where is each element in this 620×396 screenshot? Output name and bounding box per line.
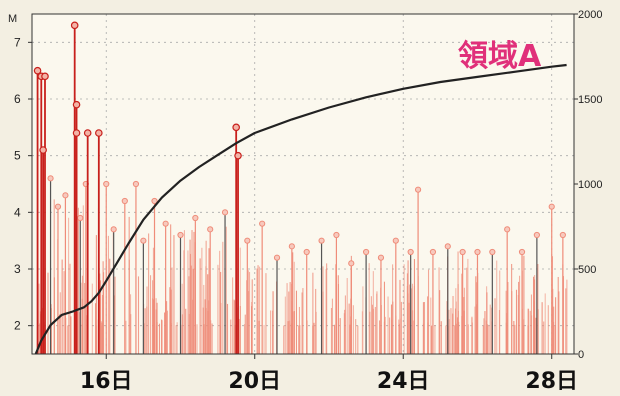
event-marker bbox=[288, 243, 295, 250]
event-marker bbox=[377, 254, 385, 261]
event-marker bbox=[489, 248, 496, 256]
x-tick-label: 16日 bbox=[80, 369, 133, 394]
chart-title: 領域A bbox=[458, 39, 542, 74]
event-marker bbox=[348, 260, 355, 267]
major-event-marker bbox=[232, 123, 240, 132]
event-marker bbox=[548, 203, 555, 210]
major-event-marker bbox=[70, 21, 79, 30]
event-marker bbox=[151, 197, 158, 205]
x-tick-label: 24日 bbox=[377, 369, 430, 394]
event-marker bbox=[244, 237, 251, 244]
event-marker bbox=[54, 203, 62, 210]
event-marker bbox=[414, 186, 422, 193]
event-marker bbox=[303, 248, 310, 256]
left-tick-label: 3 bbox=[14, 262, 21, 276]
right-tick-label: 500 bbox=[578, 264, 596, 276]
event-marker bbox=[429, 248, 437, 256]
event-marker bbox=[192, 214, 199, 222]
event-marker bbox=[504, 226, 511, 233]
event-marker bbox=[103, 180, 110, 188]
event-marker bbox=[407, 248, 414, 256]
left-tick-label: 4 bbox=[14, 205, 21, 219]
major-event-marker bbox=[33, 66, 42, 75]
event-marker bbox=[259, 220, 266, 227]
grid bbox=[32, 14, 574, 354]
event-marker bbox=[110, 226, 117, 233]
left-tick-label: 2 bbox=[14, 319, 21, 333]
event-marker bbox=[459, 248, 466, 256]
left-tick-label: 7 bbox=[14, 35, 21, 49]
left-tick-label: 5 bbox=[14, 149, 21, 163]
event-marker bbox=[392, 237, 399, 244]
x-axis: 16日 20日 24日 28日 bbox=[80, 354, 578, 394]
x-tick-label: 28日 bbox=[525, 369, 578, 394]
event-marker bbox=[177, 231, 184, 239]
event-marker bbox=[121, 197, 128, 205]
x-tick-label: 20日 bbox=[228, 369, 281, 394]
event-marker bbox=[62, 192, 69, 199]
right-axis: 0 500 1000 1500 2000 bbox=[574, 9, 602, 361]
major-event-marker bbox=[72, 129, 81, 137]
event-marker bbox=[77, 214, 84, 222]
cumulative-count-line bbox=[34, 63, 567, 355]
event-marker bbox=[474, 248, 481, 256]
left-tick-label: 6 bbox=[14, 92, 21, 106]
right-tick-label: 1500 bbox=[578, 94, 602, 106]
major-event-marker bbox=[72, 100, 81, 109]
event-marker bbox=[162, 220, 169, 227]
event-marker bbox=[47, 175, 54, 182]
event-marker bbox=[518, 248, 526, 256]
right-tick-label: 0 bbox=[578, 349, 584, 361]
major-event-stems bbox=[33, 21, 242, 354]
major-event-marker bbox=[39, 146, 47, 154]
event-marker bbox=[444, 243, 451, 250]
event-marker bbox=[533, 231, 540, 239]
right-tick-label: 1000 bbox=[578, 179, 602, 191]
major-event-marker bbox=[234, 151, 242, 160]
major-event-marker bbox=[41, 72, 49, 81]
major-event-marker bbox=[95, 129, 103, 137]
event-marker bbox=[140, 237, 147, 244]
event-marker bbox=[207, 226, 214, 233]
event-marker bbox=[273, 254, 281, 261]
left-axis-label: M bbox=[8, 13, 17, 25]
event-marker bbox=[221, 209, 229, 216]
event-marker bbox=[132, 180, 140, 188]
event-marker bbox=[559, 231, 566, 239]
event-marker bbox=[363, 248, 370, 256]
event-marker bbox=[333, 231, 340, 239]
left-axis: 2 3 4 5 6 7 bbox=[14, 35, 32, 333]
major-event-marker bbox=[83, 129, 92, 137]
right-tick-label: 2000 bbox=[578, 9, 602, 21]
event-marker bbox=[318, 237, 325, 244]
